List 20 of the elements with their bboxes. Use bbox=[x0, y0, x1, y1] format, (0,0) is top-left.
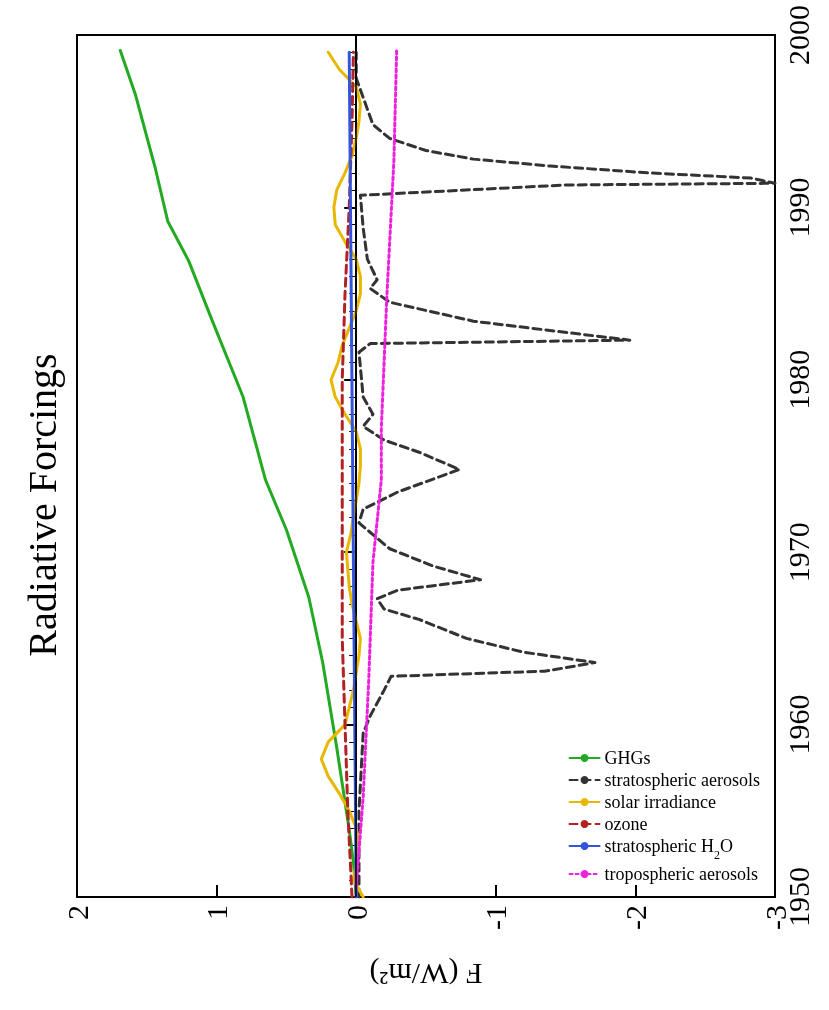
x-axis-title: F (W/m²) bbox=[369, 956, 483, 991]
legend-label: solar irradiance bbox=[604, 792, 716, 812]
line-series bbox=[354, 50, 777, 899]
legend-label: tropospheric aerosols bbox=[604, 864, 759, 884]
legend-label: ozone bbox=[604, 814, 648, 834]
x-tick-label: -2 bbox=[618, 905, 652, 930]
text: Radiative Forcings bbox=[19, 353, 65, 657]
y-tick-label: 1960 bbox=[781, 694, 815, 755]
x-tick-label: 2 bbox=[60, 905, 94, 920]
y-tick-label: 1990 bbox=[781, 177, 815, 238]
y-tick-label: 1970 bbox=[781, 522, 815, 583]
legend-label: GHGs bbox=[604, 748, 651, 768]
line-series bbox=[340, 50, 355, 899]
legend-label: stratospheric aerosols bbox=[604, 770, 760, 790]
x-tick-label: -1 bbox=[479, 905, 513, 930]
x-tick-label: 0 bbox=[339, 905, 373, 920]
y-tick-label: 1980 bbox=[781, 349, 815, 410]
x-tick-label: 1 bbox=[200, 905, 234, 920]
line-series bbox=[354, 49, 399, 889]
y-tick-label: 2000 bbox=[781, 5, 815, 65]
